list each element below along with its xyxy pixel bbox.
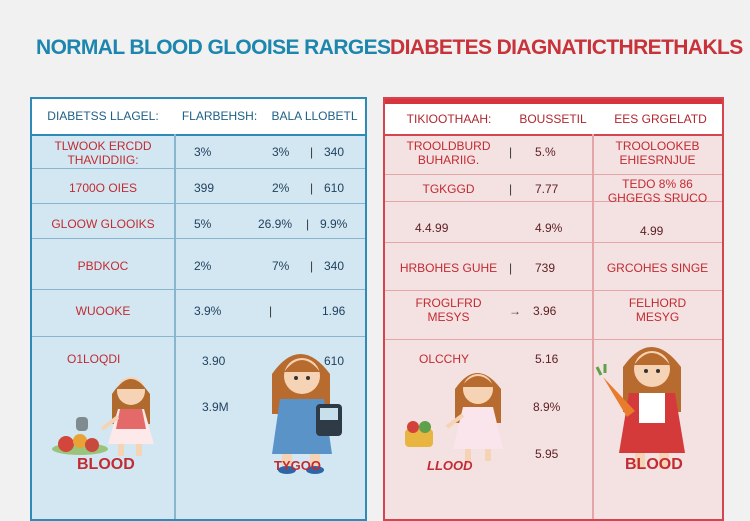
row-value: 5% [194,217,212,231]
row-value: 26.9% [258,217,293,231]
row-label: WUOOKE [75,304,131,318]
table-row [32,204,365,239]
row-value: 5.16 [535,352,559,366]
row-value: 7% [272,259,290,273]
column-divider [592,134,594,519]
table-header: DIABETSS LLAGEL: FLARBEHSH: BALA LLOBETL [32,99,365,136]
header-col-3: EES GRGELATD [614,112,707,126]
row-value: 610 [324,354,345,368]
table-row [32,239,365,290]
row-value: 5.95 [535,447,559,461]
row-threshold: GRCOHES SINGE [606,261,709,275]
row-threshold: TEDO 8% 86 GHGEGS SRUCO [607,177,708,205]
row-value: 5.% [535,145,556,159]
table-header: TIKIOOTHAAH: BOUSSETIL EES GRGELATD [385,99,722,136]
row-label: TROOLDBURD BUHARIIG. [406,139,491,167]
row-value: 340 [324,145,345,159]
row-label: 4.4.99 [415,221,449,235]
row-label: O1LOQDI [67,352,121,366]
row-label: TGKGGD [422,182,475,196]
row-value: 4.9% [535,221,563,235]
row-value: 9.9% [320,217,348,231]
diagnostic-thresholds-table: TIKIOOTHAAH: BOUSSETIL EES GRGELATD TROO… [383,97,724,521]
row-value: 1.96 [322,304,346,318]
row-value: 3.96 [533,304,557,318]
row-label: 1700O OIES [68,181,138,195]
row-value: 8.9% [533,400,561,414]
table-row [32,169,365,204]
bottom-label-right: TYGOO [274,458,321,473]
girl-with-glucometer-icon [272,354,342,474]
row-label: PBDKOC [77,259,129,273]
girl-with-carrot-icon [595,347,685,469]
row-value: 399 [194,181,215,195]
normal-ranges-table: DIABETSS LLAGEL: FLARBEHSH: BALA LLOBETL… [30,97,367,521]
girl-with-fruit-icon [52,377,154,456]
row-threshold: FELHORD MESYG [628,296,687,324]
row-value: 2% [272,181,290,195]
table-row [385,291,722,340]
row-value: 3.9% [194,304,222,318]
column-divider [174,134,176,519]
row-value: 3% [272,145,290,159]
header-col-2: FLARBEHSH: [181,109,258,123]
row-value: 3% [194,145,212,159]
row-value: 610 [324,181,345,195]
bottom-label-left: BLOOD [77,456,135,473]
row-value: 7.77 [535,182,559,196]
bottom-label-left: LLOOD [427,458,473,473]
row-value: 3.90 [202,354,226,368]
girl-with-vegetables-icon [405,373,503,461]
table-row [385,134,722,175]
table-row [32,290,365,337]
row-label: FROGLFRD MESYS [415,296,482,324]
header-col-1: TIKIOOTHAAH: [406,112,492,126]
row-value: 3.9M [202,400,229,414]
header-col-2: BOUSSETIL [519,112,587,126]
left-title: NORMAL BLOOD GLOOISE RARGES [36,36,391,59]
table-row [385,175,722,202]
row-label: HRBOHES GUHE [399,261,498,275]
table-row [385,243,722,291]
table-row [385,202,722,243]
right-title: DIABETES DIAGNATICTHRETHAKLS [390,36,743,59]
row-threshold: 4.99 [640,224,664,238]
row-value: 739 [535,261,556,275]
row-label: GLOOW GLOOIKS [51,217,155,231]
row-threshold: TROOLOOKEB EHIESRNJUE [615,139,700,167]
bottom-label-right: BLOOD [625,456,683,473]
header-col-1: DIABETSS LLAGEL: [47,109,159,123]
table-row [32,134,365,169]
header-col-3: BALA LLOBETL [271,109,358,123]
row-label: OLCCHY [419,352,470,366]
row-value: 2% [194,259,212,273]
row-value: 340 [324,259,345,273]
row-label: TLWOOK ERCDD THAVIDDIIG: [54,139,152,167]
